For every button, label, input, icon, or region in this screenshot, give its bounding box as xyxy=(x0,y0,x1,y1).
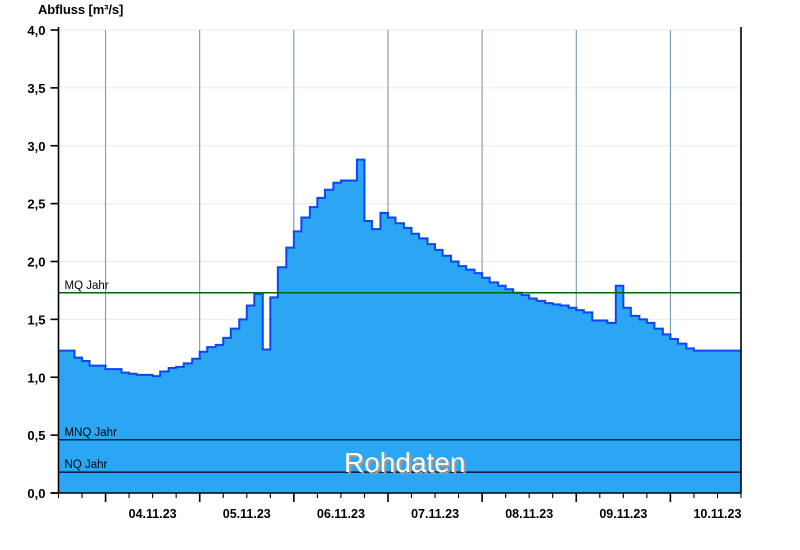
reference-label-0: MQ Jahr xyxy=(65,280,109,292)
reference-label-1: MNQ Jahr xyxy=(65,427,118,439)
x-tick-label-2: 06.11.23 xyxy=(317,507,365,521)
y-tick-label-0: 0,0 xyxy=(27,486,45,501)
reference-lines xyxy=(58,291,741,473)
y-tick-label-3: 1,5 xyxy=(27,312,45,327)
watermark-shadow-text: Rohdaten xyxy=(346,449,467,480)
x-tick-label-5: 09.11.23 xyxy=(599,507,647,521)
x-axis-ticks xyxy=(57,493,742,502)
y-tick-label-5: 2,5 xyxy=(27,197,45,212)
x-axis-labels: 04.11.23 05.11.23 06.11.23 07.11.23 08.11.23… xyxy=(129,507,742,521)
x-tick-label-1: 05.11.23 xyxy=(223,507,271,521)
y-axis-labels: 0,0 0,5 1,0 1,5 2,0 2,5 3,0 3,5 4,0 xyxy=(27,23,45,501)
discharge-series xyxy=(58,158,741,493)
y-tick-label-7: 3,5 xyxy=(27,81,45,96)
y-tick-label-2: 1,0 xyxy=(27,370,45,385)
x-tick-label-6: 10.11.23 xyxy=(693,507,741,521)
watermark-text: Rohdaten xyxy=(344,447,465,478)
watermark: Rohdaten Rohdaten xyxy=(344,447,467,480)
discharge-outline xyxy=(58,158,741,378)
x-tick-label-3: 07.11.23 xyxy=(411,507,459,521)
y-axis-ticks xyxy=(50,29,59,494)
plot-frame xyxy=(50,27,742,494)
discharge-area-fill xyxy=(58,159,741,493)
x-tick-label-4: 08.11.23 xyxy=(505,507,553,521)
x-tick-label-0: 04.11.23 xyxy=(129,507,177,521)
y-tick-label-6: 3,0 xyxy=(27,139,45,154)
y-tick-label-8: 4,0 xyxy=(27,23,45,38)
y-axis-title: Abfluss [m³/s] xyxy=(38,2,124,17)
reference-label-2: NQ Jahr xyxy=(65,459,108,471)
y-tick-label-1: 0,5 xyxy=(27,428,45,443)
reference-line-labels: MQ Jahr MNQ Jahr NQ Jahr xyxy=(65,280,118,471)
y-tick-label-4: 2,0 xyxy=(27,255,45,270)
